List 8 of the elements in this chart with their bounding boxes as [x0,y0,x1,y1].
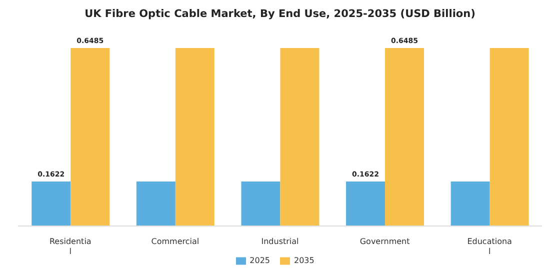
x-tick-label: Educational [467,237,512,256]
x-tick-label: Industrial [261,237,299,246]
x-tick-label: Government [360,237,410,246]
legend-label: 2035 [294,256,314,266]
x-tick-label: Commercial [151,237,200,246]
x-tick-label: Residential [49,237,92,256]
chart-title: UK Fibre Optic Cable Market, By End Use, 2025-2035 (USD Billion) [84,8,476,20]
legend-label: 2025 [250,256,270,266]
